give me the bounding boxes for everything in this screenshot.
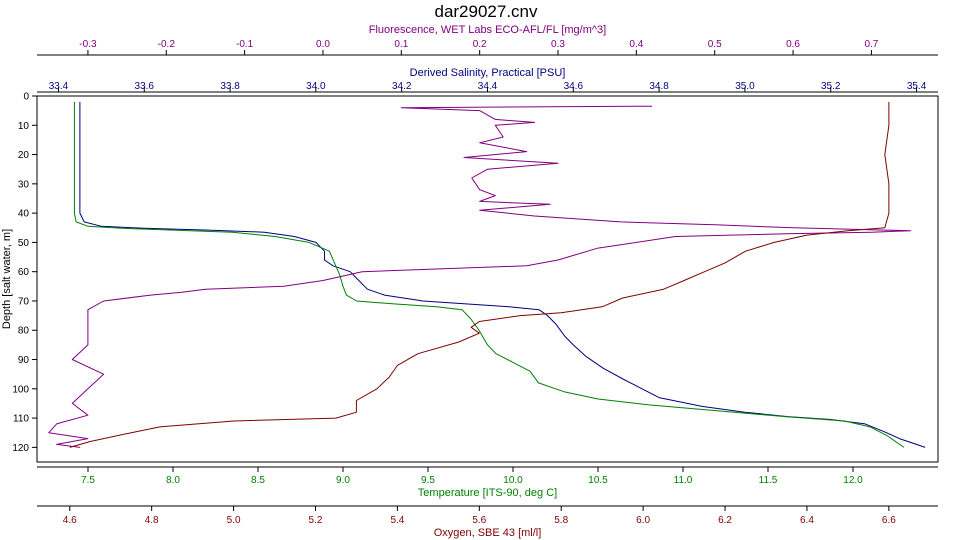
fluorescence-profile-line bbox=[48, 105, 912, 448]
fluorescence-tick-label: 0.7 bbox=[864, 39, 878, 50]
oxygen-tick-label: 6.4 bbox=[800, 515, 814, 526]
oxygen-tick-label: 5.6 bbox=[472, 515, 486, 526]
salinity-axis-label: Derived Salinity, Practical [PSU] bbox=[410, 67, 566, 79]
fluorescence-tick-label: 0.2 bbox=[473, 39, 487, 50]
y-tick-label: 30 bbox=[18, 179, 30, 190]
y-tick-label: 20 bbox=[18, 150, 30, 161]
y-tick-label: 10 bbox=[18, 121, 30, 132]
oxygen-tick-label: 4.8 bbox=[145, 515, 159, 526]
fluorescence-tick-label: 0.5 bbox=[708, 39, 722, 50]
fluorescence-tick-label: 0.0 bbox=[316, 39, 330, 50]
fluorescence-tick-label: 0.4 bbox=[629, 39, 643, 50]
fluorescence-tick-label: -0.3 bbox=[79, 39, 97, 50]
salinity-tick-label: 35.2 bbox=[821, 81, 841, 92]
fluorescence-tick-label: 0.1 bbox=[394, 39, 408, 50]
temperature-tick-label: 10.5 bbox=[588, 475, 608, 486]
y-tick-label: 120 bbox=[12, 443, 29, 454]
plot-frame bbox=[36, 95, 939, 463]
temperature-tick-label: 8.0 bbox=[166, 475, 180, 486]
y-axis-label: Depth [salt water, m] bbox=[1, 229, 13, 329]
y-tick-label: 50 bbox=[18, 238, 30, 249]
fluorescence-tick-label: 0.3 bbox=[551, 39, 565, 50]
y-tick-label: 60 bbox=[18, 267, 30, 278]
salinity-tick-label: 34.4 bbox=[478, 81, 498, 92]
y-tick-label: 0 bbox=[23, 92, 29, 103]
oxygen-axis-label: Oxygen, SBE 43 [ml/l] bbox=[434, 527, 542, 539]
fluorescence-tick-label: 0.6 bbox=[786, 39, 800, 50]
fluorescence-tick-label: -0.1 bbox=[236, 39, 254, 50]
y-tick-label: 80 bbox=[18, 326, 30, 337]
axes-layer: 0 10 20 30 40 50 60 70 80 90 100 110 120 Depth [salt … bbox=[1, 24, 938, 539]
oxygen-profile-line bbox=[69, 101, 890, 448]
temperature-tick-label: 7.5 bbox=[81, 475, 95, 486]
salinity-tick-label: 34.0 bbox=[306, 81, 326, 92]
series-layer bbox=[48, 101, 926, 448]
temperature-tick-label: 12.0 bbox=[843, 475, 863, 486]
temperature-profile-line bbox=[73, 101, 905, 448]
y-tick-label: 70 bbox=[18, 296, 30, 307]
oxygen-tick-label: 6.0 bbox=[636, 515, 650, 526]
fluorescence-tick-label: -0.2 bbox=[158, 39, 176, 50]
salinity-tick-label: 33.8 bbox=[220, 81, 240, 92]
y-tick-label: 100 bbox=[12, 384, 29, 395]
salinity-tick-label: 34.6 bbox=[564, 81, 584, 92]
temperature-tick-label: 11.5 bbox=[759, 475, 778, 486]
chart-title: dar29027.cnv bbox=[434, 2, 538, 21]
y-tick-label: 90 bbox=[18, 355, 30, 366]
temperature-tick-label: 11.0 bbox=[674, 475, 693, 486]
fluorescence-axis-label: Fluorescence, WET Labs ECO-AFL/FL [mg/m^… bbox=[369, 24, 606, 36]
salinity-profile-line bbox=[79, 101, 926, 448]
oxygen-tick-label: 6.2 bbox=[718, 515, 732, 526]
salinity-tick-label: 34.8 bbox=[649, 81, 669, 92]
oxygen-tick-label: 5.4 bbox=[390, 515, 404, 526]
salinity-tick-label: 34.2 bbox=[392, 81, 412, 92]
y-tick-label: 110 bbox=[13, 414, 29, 425]
salinity-tick-label: 33.6 bbox=[135, 81, 155, 92]
temperature-axis-label: Temperature [ITS-90, deg C] bbox=[418, 487, 557, 499]
oxygen-tick-label: 5.8 bbox=[554, 515, 568, 526]
salinity-tick-label: 35.4 bbox=[907, 81, 927, 92]
oxygen-tick-label: 6.6 bbox=[882, 515, 896, 526]
temperature-tick-label: 9.5 bbox=[421, 475, 435, 486]
salinity-tick-label: 33.4 bbox=[49, 81, 69, 92]
oxygen-tick-label: 5.2 bbox=[309, 515, 323, 526]
temperature-tick-label: 8.5 bbox=[251, 475, 265, 486]
temperature-tick-label: 9.0 bbox=[336, 475, 350, 486]
y-tick-label: 40 bbox=[18, 209, 30, 220]
oxygen-tick-label: 5.0 bbox=[227, 515, 241, 526]
oxygen-tick-label: 4.6 bbox=[63, 515, 77, 526]
temperature-tick-label: 10.0 bbox=[503, 475, 523, 486]
salinity-tick-label: 35.0 bbox=[735, 81, 755, 92]
